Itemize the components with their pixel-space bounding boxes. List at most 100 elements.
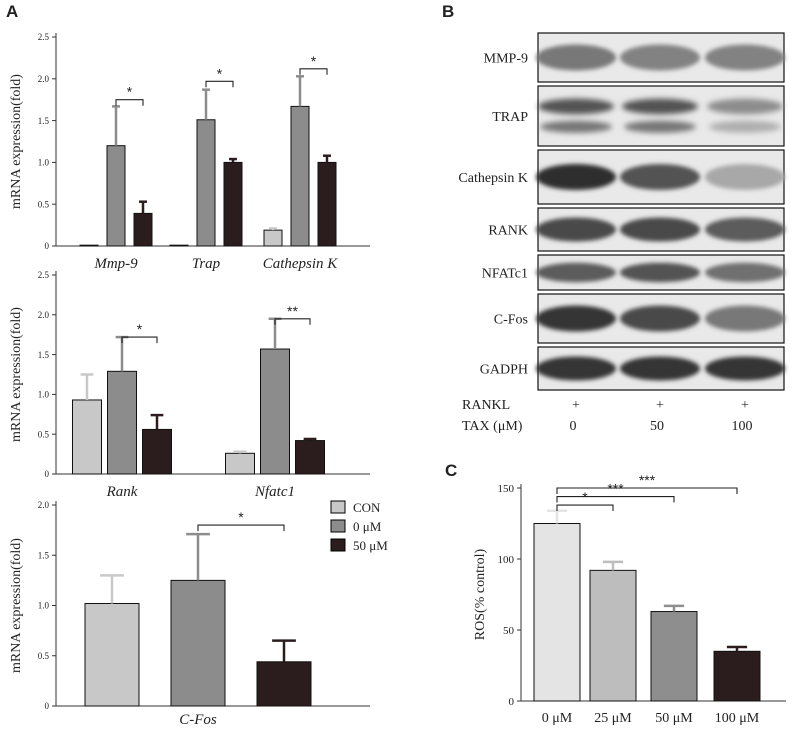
blot-condition-label: TAX (μM) [462,419,523,434]
y-tick-label: 2.0 [38,500,50,510]
legend-label-con: CON [353,500,381,515]
bar-rank-con [72,399,102,475]
blot-label-rank: RANK [488,224,528,239]
blot-panel-trap [537,85,785,147]
y-tick-label: 2.5 [38,270,50,280]
x-category-label: Rank [106,484,138,500]
bar-rank-50-m [142,428,172,475]
blot-condition-value: 50 [650,419,664,434]
bar-25-m-25-m [589,569,637,702]
y-tick-label: 0 [45,241,50,251]
y-tick-label: 1.0 [38,390,50,400]
y-tick-label: 1.5 [38,550,50,560]
blot-condition-value: + [572,398,580,413]
y-axis-label: ROS(% control) [473,548,488,640]
blot-label-gadph: GADPH [480,363,528,378]
band-c-fos [705,305,785,332]
x-category-label: Mmp-9 [93,256,138,272]
significance-bracket [556,495,675,503]
bar-c-fos-50-m [256,661,312,707]
bar-trap-50-m [223,161,243,247]
y-axis-label: mRNA expression(fold) [9,74,24,209]
significance-bracket [274,318,311,325]
band-gadph [705,356,785,381]
bar-trap-con [169,244,189,247]
blot-condition-label: RANKL [462,398,510,413]
chart-a-cfos: 0 0.5 1.0 1.5 2.0 mRNA expression(fold) * C-Fos [9,500,370,728]
band-rank [705,217,785,242]
western-blot: MMP-9 TRAP Cathepsin K RANK NFATc1 C-Fos GADPH… [458,32,785,434]
significance-bracket [556,487,738,494]
significance-label: ** [287,303,298,319]
significance-bracket [197,524,285,532]
band-mmp-9 [536,44,616,71]
y-tick-label: 150 [498,483,515,495]
y-tick-label: 0.5 [38,429,50,439]
significance-label: * [127,84,133,100]
bar-cathepsin-k-50-m [317,161,337,247]
bar-trap-0-m [196,119,216,247]
x-category-label: 50 μM [655,711,693,726]
band-trap [624,120,696,133]
legend-swatch-50um [330,538,346,552]
x-category-label: 25 μM [594,711,632,726]
band-c-fos [620,305,700,332]
band-gadph [536,356,616,381]
significance-bracket [556,504,614,512]
y-tick-label: 2.0 [38,310,50,320]
x-category-label: Nfatc1 [254,484,295,500]
band-mmp-9 [705,44,785,71]
legend-swatch-con [330,500,346,514]
band-cathepsin-k [620,164,700,190]
y-tick-label: 0 [509,696,515,708]
bar-50-m-50-m [650,611,698,702]
x-category-label: C-Fos [179,712,217,728]
x-category-label: 100 μM [715,711,760,726]
bar-0-m-0-m [533,523,581,702]
y-axis-label: mRNA expression(fold) [9,538,24,673]
significance-label: * [311,53,317,69]
blot-label-nfatc1: NFATc1 [482,267,528,282]
bar-cathepsin-k-0-m [290,105,310,247]
y-tick-label: 1.0 [38,158,50,168]
panel-label-b: B [442,2,454,21]
blot-label-mmp-9: MMP-9 [484,52,528,67]
y-tick-label: 50 [503,625,515,637]
band-rank [620,217,700,242]
bar-mmp-9-con [79,244,99,247]
x-category-label: Trap [192,256,221,272]
band-rank [536,217,616,242]
y-tick-label: 1.5 [38,350,50,360]
blot-condition-value: + [656,398,664,413]
legend-swatch-0um [330,519,346,533]
chart-legend: CON 0 μM 50 μM [330,500,388,553]
blot-label-c-fos: C-Fos [494,313,528,328]
band-trap [707,98,783,115]
y-tick-label: 100 [498,554,515,566]
band-gadph [620,356,700,381]
band-nfatc1 [620,262,700,283]
band-nfatc1 [705,262,785,283]
significance-bracket [299,68,328,75]
band-trap [622,98,698,115]
bar-mmp-9-0-m [106,145,126,247]
significance-label: * [137,321,143,337]
bar-nfatc1-con [225,452,255,475]
bar-cathepsin-k-con [263,229,283,247]
y-axis-label: mRNA expression(fold) [9,307,24,442]
blot-condition-value: + [741,398,749,413]
x-category-label: Cathepsin K [263,256,339,272]
y-tick-label: 0 [45,469,50,479]
significance-label: * [217,65,223,81]
bar-rank-0-m [107,370,137,475]
bar-100-m-100-m [713,650,761,702]
band-cathepsin-k [536,164,616,190]
blot-condition-value: 100 [732,419,753,434]
significance-bracket [205,80,234,88]
panel-label-a: A [6,2,18,21]
significance-bracket [115,99,144,106]
y-tick-label: 0 [45,701,50,711]
